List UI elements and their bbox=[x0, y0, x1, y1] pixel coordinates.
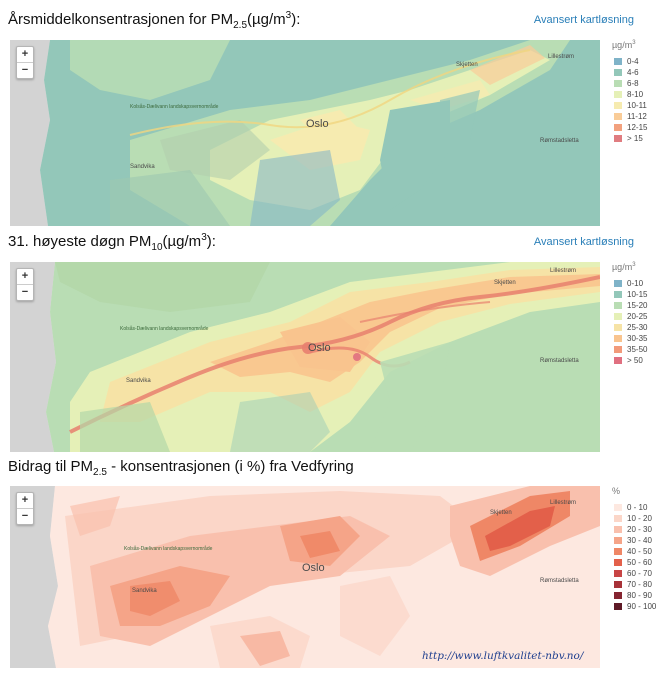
legend-swatch bbox=[614, 537, 622, 544]
legend-swatch bbox=[614, 80, 622, 87]
section-title: Årsmiddelkonsentrasjonen for PM2.5(µg/m3… bbox=[8, 10, 301, 31]
legend-swatch bbox=[614, 280, 622, 287]
zoom-control: + − bbox=[16, 46, 34, 79]
legend-swatch bbox=[614, 548, 622, 555]
legend-row: 15-20 bbox=[612, 300, 647, 311]
place-label-oslo: Oslo bbox=[308, 342, 331, 354]
place-label-kolsas: Kolsås-Dælivann landskapsvernområde bbox=[130, 104, 219, 110]
place-label-sandvika: Sandvika bbox=[126, 378, 151, 384]
legend-row: 80 - 90 bbox=[612, 590, 656, 601]
legend-swatch bbox=[614, 291, 622, 298]
map-legend: µg/m3 0-4 4-6 6-8 8-10 10-11 11-12 12-15… bbox=[612, 40, 647, 144]
legend-unit: % bbox=[612, 486, 621, 496]
place-label-oslo: Oslo bbox=[306, 118, 329, 130]
legend-swatch bbox=[614, 357, 622, 364]
legend-row: 40 - 50 bbox=[612, 546, 656, 557]
legend-row: 20-25 bbox=[612, 311, 647, 322]
legend-swatch bbox=[614, 313, 622, 320]
place-label-kolsas: Kolsås-Dælivann landskapsvernområde bbox=[120, 326, 209, 332]
legend-row: > 50 bbox=[612, 355, 647, 366]
legend-row: 0-4 bbox=[612, 56, 647, 67]
legend-unit: µg/m3 bbox=[612, 40, 636, 50]
map-canvas bbox=[10, 40, 600, 226]
legend-swatch bbox=[614, 135, 622, 142]
zoom-in-button[interactable]: + bbox=[21, 48, 29, 60]
zoom-out-button[interactable]: − bbox=[17, 284, 33, 300]
place-label-ramstad: Rømstadsletta bbox=[540, 578, 579, 584]
legend-swatch bbox=[614, 346, 622, 353]
legend-row: 30-35 bbox=[612, 333, 647, 344]
zoom-out-button[interactable]: − bbox=[17, 62, 33, 78]
place-label-oslo: Oslo bbox=[302, 562, 325, 574]
legend-swatch bbox=[614, 335, 622, 342]
legend-swatch bbox=[614, 504, 622, 511]
legend-row: 60 - 70 bbox=[612, 568, 656, 579]
zoom-control: + − bbox=[16, 268, 34, 301]
place-label-skjetten: Skjetten bbox=[490, 510, 512, 516]
legend-row: 11-12 bbox=[612, 111, 647, 122]
zoom-control: + − bbox=[16, 492, 34, 525]
place-label-skjetten: Skjetten bbox=[494, 280, 516, 286]
legend-swatch bbox=[614, 526, 622, 533]
zoom-in-button[interactable]: + bbox=[21, 494, 29, 506]
place-label-sandvika: Sandvika bbox=[132, 588, 157, 594]
legend-row: 10-11 bbox=[612, 100, 647, 111]
legend-swatch bbox=[614, 559, 622, 566]
map-canvas bbox=[10, 262, 600, 452]
place-label-kolsas: Kolsås-Dælivann landskapsvernområde bbox=[124, 546, 213, 552]
map-legend: µg/m3 0-10 10-15 15-20 20-25 25-30 30-35… bbox=[612, 262, 647, 366]
legend-swatch bbox=[614, 324, 622, 331]
legend-swatch bbox=[614, 592, 622, 599]
advanced-map-link[interactable]: Avansert kartløsning bbox=[533, 14, 634, 26]
legend-row: 4-6 bbox=[612, 67, 647, 78]
legend-swatch bbox=[614, 515, 622, 522]
place-label-skjetten: Skjetten bbox=[456, 62, 478, 68]
place-label-ramstad: Rømstadsletta bbox=[540, 138, 579, 144]
legend-row: 30 - 40 bbox=[612, 535, 656, 546]
legend-row: 35-50 bbox=[612, 344, 647, 355]
legend-row: 0 - 10 bbox=[612, 502, 656, 513]
map-legend: % 0 - 10 10 - 20 20 - 30 30 - 40 40 - 50… bbox=[612, 486, 656, 612]
legend-swatch bbox=[614, 603, 622, 610]
legend-swatch bbox=[614, 302, 622, 309]
advanced-map-link[interactable]: Avansert kartløsning bbox=[533, 236, 634, 248]
map-canvas bbox=[10, 486, 600, 668]
legend-row: 50 - 60 bbox=[612, 557, 656, 568]
section-title: 31. høyeste døgn PM10(µg/m3): bbox=[8, 232, 216, 253]
legend-row: 90 - 100 bbox=[612, 601, 656, 612]
legend-row: 20 - 30 bbox=[612, 524, 656, 535]
legend-row: 25-30 bbox=[612, 322, 647, 333]
legend-row: 6-8 bbox=[612, 78, 647, 89]
legend-row: 8-10 bbox=[612, 89, 647, 100]
legend-row: 0-10 bbox=[612, 278, 647, 289]
legend-row: > 15 bbox=[612, 133, 647, 144]
legend-row: 12-15 bbox=[612, 122, 647, 133]
pm10-map[interactable]: + − Oslo Lillestrøm Skjetten Sandvika Rø… bbox=[10, 262, 600, 452]
legend-swatch bbox=[614, 570, 622, 577]
legend-swatch bbox=[614, 581, 622, 588]
place-label-sandvika: Sandvika bbox=[130, 164, 155, 170]
woodburning-map[interactable]: + − Oslo Lillestrøm Skjetten Sandvika Rø… bbox=[10, 486, 600, 668]
legend-row: 70 - 80 bbox=[612, 579, 656, 590]
place-label-lillestrom: Lillestrøm bbox=[550, 268, 577, 274]
place-label-ramstad: Rømstadsletta bbox=[540, 358, 579, 364]
legend-row: 10-15 bbox=[612, 289, 647, 300]
legend-swatch bbox=[614, 113, 622, 120]
pm25-annual-map[interactable]: + − Oslo Lillestrøm Skjetten Sandvika Rø… bbox=[10, 40, 600, 226]
legend-row: 10 - 20 bbox=[612, 513, 656, 524]
place-label-lillestrom: Lillestrøm bbox=[550, 500, 577, 506]
zoom-in-button[interactable]: + bbox=[21, 270, 29, 282]
section-title: Bidrag til PM2.5 - konsentrasjonen (i %)… bbox=[8, 458, 354, 478]
zoom-out-button[interactable]: − bbox=[17, 508, 33, 524]
legend-unit: µg/m3 bbox=[612, 262, 636, 272]
legend-swatch bbox=[614, 124, 622, 131]
place-label-lillestrom: Lillestrøm bbox=[548, 54, 575, 60]
legend-swatch bbox=[614, 102, 622, 109]
legend-swatch bbox=[614, 58, 622, 65]
legend-swatch bbox=[614, 91, 622, 98]
source-url[interactable]: http://www.luftkvalitet-nbv.no/ bbox=[422, 650, 584, 662]
legend-swatch bbox=[614, 69, 622, 76]
